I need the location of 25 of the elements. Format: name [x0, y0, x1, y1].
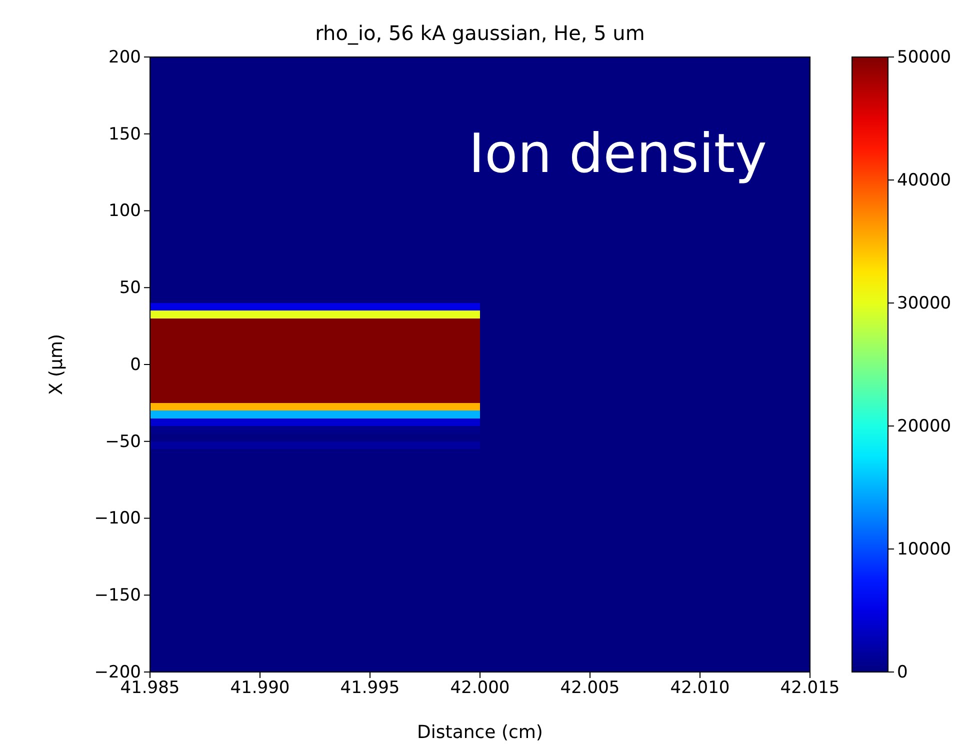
x-tick-label: 41.995: [340, 678, 400, 698]
y-tick-label: 0: [130, 354, 141, 375]
y-tick-label: 50: [119, 278, 141, 298]
y-tick-label: 150: [108, 124, 141, 144]
chart-title: rho_io, 56 kA gaussian, He, 5 um: [315, 21, 645, 45]
x-tick-label: 42.005: [560, 678, 620, 698]
y-tick-label: −100: [94, 508, 141, 529]
color-bar-label: 30000: [897, 293, 952, 314]
x-tick-label: 41.990: [230, 678, 290, 698]
y-tick-label: −150: [94, 586, 141, 606]
x-tick-label: 41.985: [120, 678, 180, 698]
y-tick-label: −50: [105, 432, 141, 452]
color-bar-label: 0: [897, 662, 908, 682]
y-axis-title: X (µm): [46, 334, 67, 396]
y-tick-label: 200: [108, 47, 141, 68]
x-tick-label: 42.010: [670, 678, 730, 698]
color-bar-label: 20000: [897, 416, 952, 436]
y-tick-label: 100: [108, 201, 141, 222]
x-tick-label: 42.000: [450, 678, 510, 698]
x-axis-title: Distance (cm): [417, 722, 543, 743]
color-bar-label: 40000: [897, 170, 952, 190]
x-tick-label: 42.015: [780, 678, 840, 698]
annotation: Ion density: [468, 122, 767, 185]
color-bar-label: 10000: [897, 539, 952, 560]
color-bar-label: 50000: [897, 47, 952, 68]
